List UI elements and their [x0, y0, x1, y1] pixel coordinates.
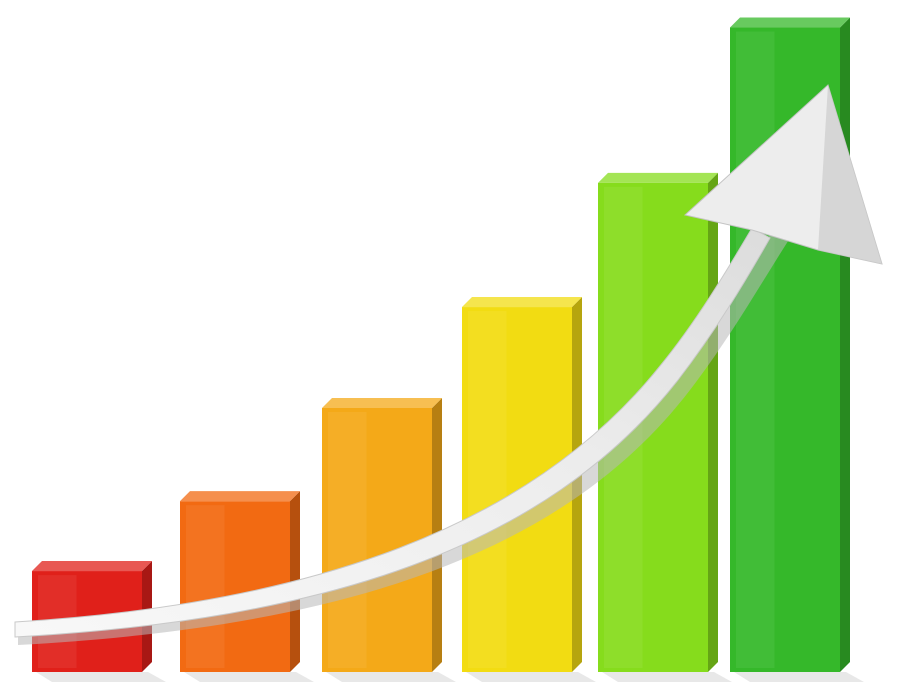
bars-group — [32, 17, 864, 682]
bar-2 — [180, 491, 314, 682]
bar-highlight — [736, 31, 775, 668]
bar-side — [708, 172, 718, 672]
bar-top — [730, 17, 850, 28]
bar-highlight — [328, 412, 367, 668]
bar-shadow — [466, 672, 596, 682]
trend-arrow-icon — [14, 84, 883, 645]
bar-3 — [322, 398, 456, 682]
bar-highlight — [186, 505, 225, 668]
bar-shadow — [184, 672, 314, 682]
bar-top — [322, 398, 442, 408]
bar-shadow — [326, 672, 456, 682]
bar-shadow — [36, 672, 166, 682]
bar-highlight — [468, 311, 507, 668]
bar-6 — [730, 17, 864, 682]
arrow-head-shade — [818, 85, 882, 264]
bar-shadow — [734, 672, 864, 682]
bar-side — [840, 17, 850, 672]
bar-top — [598, 172, 718, 183]
bar-top — [32, 561, 152, 572]
bar-top — [180, 491, 300, 502]
bar-shadow — [602, 672, 732, 682]
bar-top — [462, 297, 582, 308]
